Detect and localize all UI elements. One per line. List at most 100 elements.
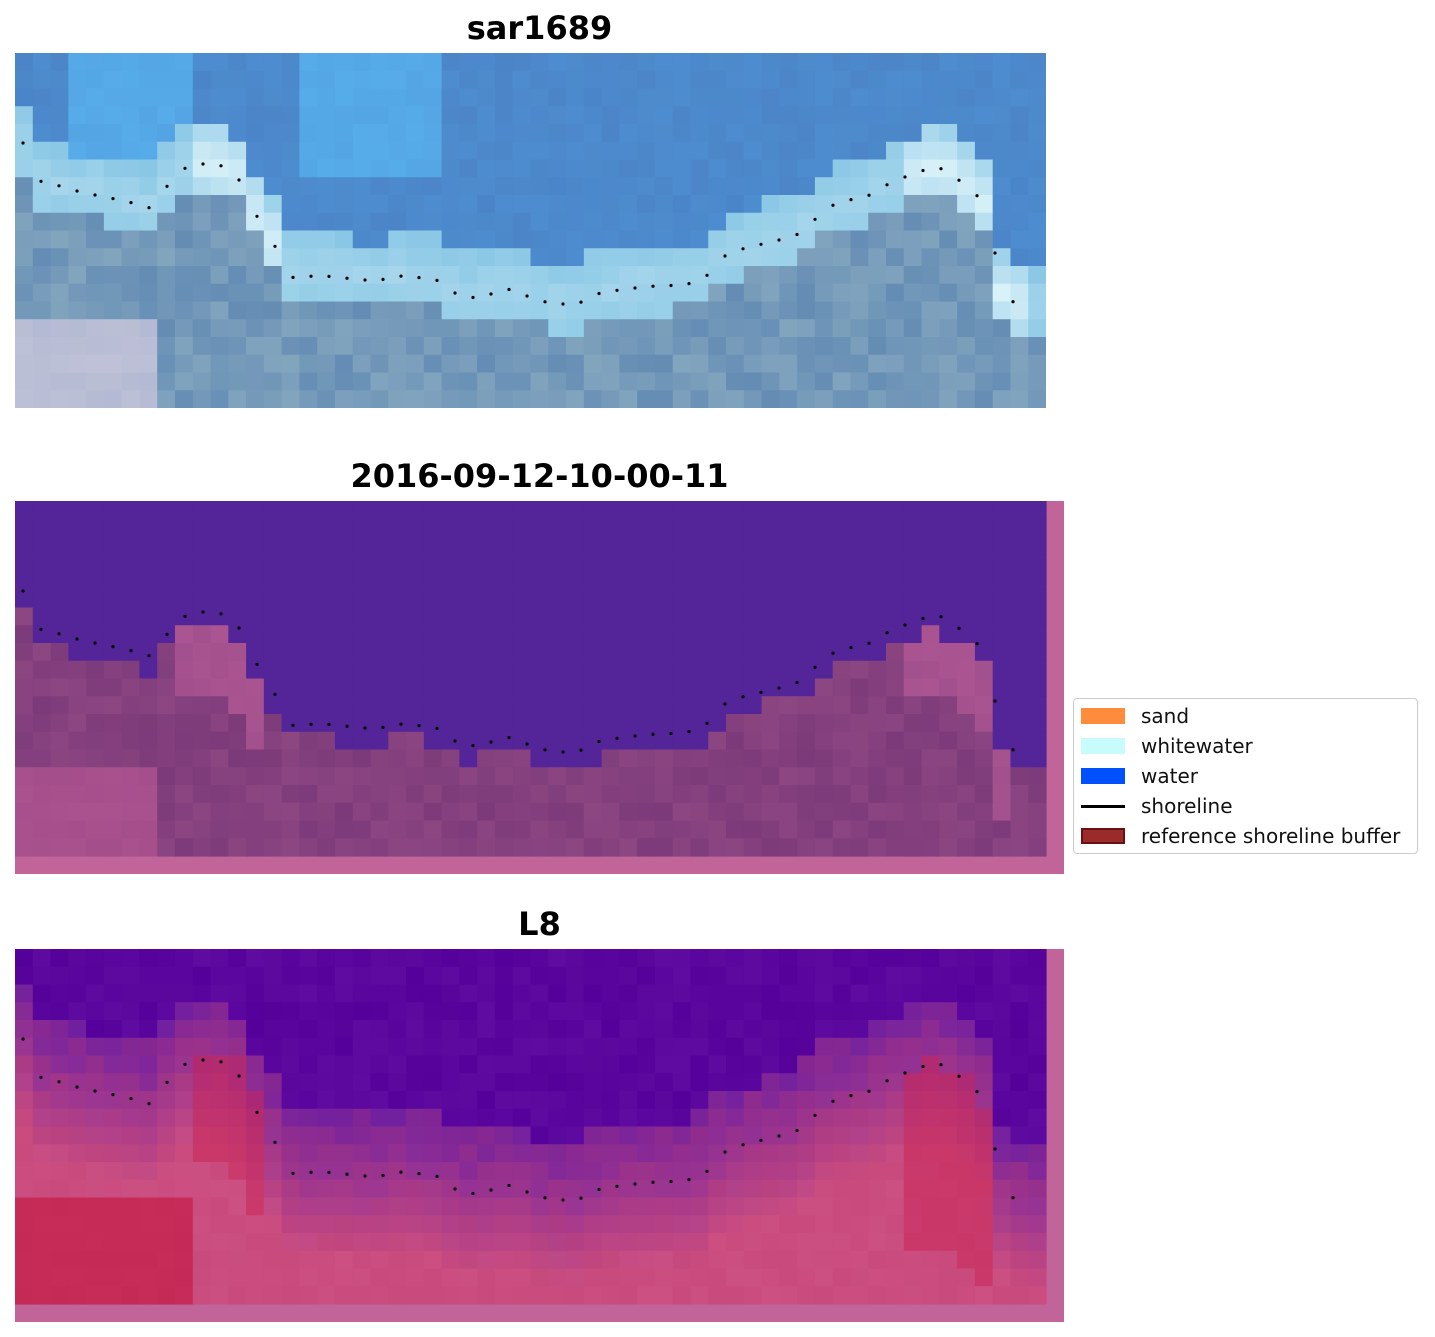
shoreline-point xyxy=(741,247,745,251)
shoreline-point xyxy=(165,184,169,188)
shoreline-point xyxy=(831,651,835,655)
shoreline-point xyxy=(579,748,583,752)
shoreline-point xyxy=(633,734,637,738)
shoreline-point xyxy=(795,680,799,685)
shoreline-point xyxy=(633,286,637,290)
shoreline-point xyxy=(21,589,25,593)
shoreline-point xyxy=(579,1196,583,1200)
shoreline-point xyxy=(237,1074,241,1078)
shoreline-point xyxy=(1011,300,1015,304)
shoreline-point xyxy=(255,662,259,666)
shoreline-point xyxy=(651,284,655,288)
shoreline-point xyxy=(921,616,925,621)
shoreline-point xyxy=(381,725,385,729)
shoreline-point xyxy=(129,1097,133,1101)
shoreline-point xyxy=(21,1037,25,1041)
shoreline-point xyxy=(75,189,79,193)
shoreline-point xyxy=(921,1064,925,1069)
buffer-swatch xyxy=(1081,828,1125,844)
legend-label: reference shoreline buffer xyxy=(1141,824,1401,848)
legend-item-water: water xyxy=(1081,763,1198,789)
sand-swatch xyxy=(1081,708,1125,724)
water-swatch xyxy=(1081,768,1125,784)
legend: sand whitewater water shoreline referenc… xyxy=(1073,698,1418,854)
shoreline-point xyxy=(903,175,907,179)
index-image-panel xyxy=(15,949,1064,1322)
shoreline-point xyxy=(489,292,493,296)
shoreline-point xyxy=(471,295,475,300)
shoreline-dots xyxy=(21,589,1015,754)
shoreline-point xyxy=(615,1184,619,1188)
shoreline-point xyxy=(471,1191,475,1196)
panel-title-index: L8 xyxy=(518,905,561,943)
shoreline-point xyxy=(579,300,583,304)
shoreline-point xyxy=(471,743,475,748)
shoreline-point xyxy=(939,615,943,619)
rgb-image-panel xyxy=(15,53,1046,408)
shoreline-point xyxy=(543,300,547,304)
legend-label: shoreline xyxy=(1141,794,1233,818)
shoreline-point xyxy=(705,273,709,277)
shoreline-point xyxy=(165,632,169,636)
shoreline-point xyxy=(309,722,313,726)
shoreline-point xyxy=(975,642,979,646)
shoreline-point xyxy=(561,302,565,306)
shoreline-point xyxy=(525,294,529,298)
shoreline-point xyxy=(1011,748,1015,752)
shoreline-point xyxy=(381,1173,385,1177)
shoreline-point xyxy=(813,217,817,221)
shoreline-point xyxy=(345,724,349,728)
shoreline-point xyxy=(111,197,115,201)
shoreline-point xyxy=(291,1171,295,1175)
shoreline-point xyxy=(255,1110,259,1114)
legend-label: water xyxy=(1141,764,1198,788)
shoreline-point xyxy=(741,695,745,699)
shoreline-point xyxy=(183,166,187,170)
shoreline-point xyxy=(237,626,241,630)
shoreline-point xyxy=(363,1174,367,1178)
shoreline-point xyxy=(435,278,439,282)
shoreline-point xyxy=(21,141,25,145)
shoreline-point xyxy=(867,1089,871,1093)
shoreline-point xyxy=(147,1102,151,1106)
shoreline-point xyxy=(507,1183,511,1188)
shoreline-dots xyxy=(21,141,1015,306)
shoreline-point xyxy=(57,1080,61,1084)
shoreline-point xyxy=(723,702,727,706)
shoreline-point xyxy=(489,740,493,744)
shoreline-point xyxy=(255,214,259,218)
shoreline-point xyxy=(345,276,349,280)
shoreline-point xyxy=(273,244,277,248)
shoreline-point xyxy=(885,183,889,187)
shoreline-point xyxy=(543,1196,547,1200)
shoreline-point xyxy=(849,198,853,202)
shoreline-point xyxy=(39,627,43,631)
shoreline-point xyxy=(705,1169,709,1173)
pixel-grid xyxy=(15,501,1047,857)
shoreline-point xyxy=(831,1099,835,1103)
shoreline-point xyxy=(111,1093,115,1097)
shoreline-point xyxy=(723,254,727,258)
shoreline-point xyxy=(993,251,997,255)
shoreline-point xyxy=(417,1172,421,1176)
shoreline-point xyxy=(129,201,133,205)
shoreline-point xyxy=(597,739,601,744)
shoreline-point xyxy=(993,1147,997,1151)
shoreline-point xyxy=(327,274,331,278)
shoreline-point xyxy=(147,206,151,210)
shoreline-point xyxy=(939,167,943,171)
shoreline-point xyxy=(219,612,223,616)
shoreline-point xyxy=(453,739,457,743)
shoreline-point xyxy=(903,623,907,627)
shoreline-point xyxy=(1011,1196,1015,1200)
shoreline-point xyxy=(561,750,565,754)
shoreline-point xyxy=(201,610,205,614)
shoreline-point xyxy=(759,242,763,246)
shoreline-point xyxy=(687,730,691,734)
shoreline-point xyxy=(507,735,511,740)
shoreline-point xyxy=(399,1170,403,1174)
shoreline-point xyxy=(831,203,835,207)
shoreline-point xyxy=(651,732,655,736)
shoreline-point xyxy=(777,1134,781,1138)
legend-item-sand: sand xyxy=(1081,703,1189,729)
